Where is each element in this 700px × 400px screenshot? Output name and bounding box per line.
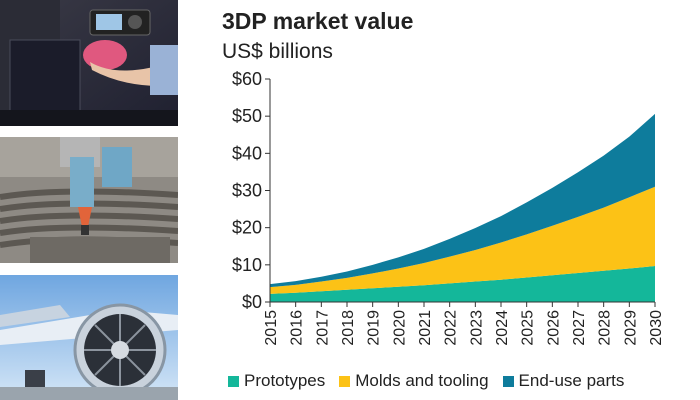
y-tick-label: $10: [232, 255, 262, 275]
y-tick-label: $0: [242, 292, 262, 312]
x-tick-label: 2024: [494, 310, 511, 346]
x-tick-label: 2025: [520, 310, 537, 346]
legend-label-molds-and-tooling: Molds and tooling: [355, 371, 489, 390]
x-tick-label: 2020: [391, 310, 408, 346]
area-series-end-use-parts: [270, 113, 655, 288]
y-tick-label: $40: [232, 143, 262, 163]
y-tick-label: $50: [232, 106, 262, 126]
x-tick-label: 2017: [314, 310, 331, 346]
x-tick-label: 2016: [289, 310, 306, 346]
x-tick-label: 2019: [366, 310, 383, 346]
legend-item-molds-and-tooling: Molds and tooling: [339, 371, 489, 391]
x-tick-label: 2028: [597, 310, 614, 346]
x-tick-label: 2030: [648, 310, 665, 346]
x-tick-label: 2029: [622, 310, 639, 346]
y-tick-label: $20: [232, 218, 262, 238]
x-tick-label: 2018: [340, 310, 357, 346]
area-series-prototypes: [270, 265, 655, 302]
area-series-molds-and-tooling: [270, 186, 655, 294]
3d-printer-photo: [0, 0, 178, 126]
legend-item-end-use-parts: End-use parts: [502, 371, 625, 391]
legend-swatch-molds-and-tooling: [339, 375, 351, 387]
chart-legend: Prototypes Molds and tooling End-use par…: [228, 371, 624, 391]
chart-title: 3DP market value: [222, 8, 414, 34]
legend-label-end-use-parts: End-use parts: [518, 371, 625, 390]
y-tick-label: $60: [232, 69, 262, 89]
jet-engine-photo: [0, 275, 178, 400]
legend-swatch-prototypes: [228, 375, 239, 387]
x-tick-label: 2026: [545, 310, 562, 346]
x-tick-label: 2023: [468, 310, 485, 346]
chart-subtitle: US$ billions: [222, 40, 333, 63]
legend-label-prototypes: Prototypes: [244, 371, 326, 390]
y-tick-label: $30: [232, 181, 262, 201]
concrete-printer-photo: [0, 137, 178, 263]
x-tick-label: 2027: [571, 310, 588, 346]
legend-item-prototypes: Prototypes: [228, 371, 325, 391]
x-tick-label: 2022: [443, 310, 460, 346]
x-tick-label: 2015: [263, 310, 280, 346]
legend-swatch-end-use-parts: [502, 375, 514, 387]
x-tick-label: 2021: [417, 310, 434, 346]
